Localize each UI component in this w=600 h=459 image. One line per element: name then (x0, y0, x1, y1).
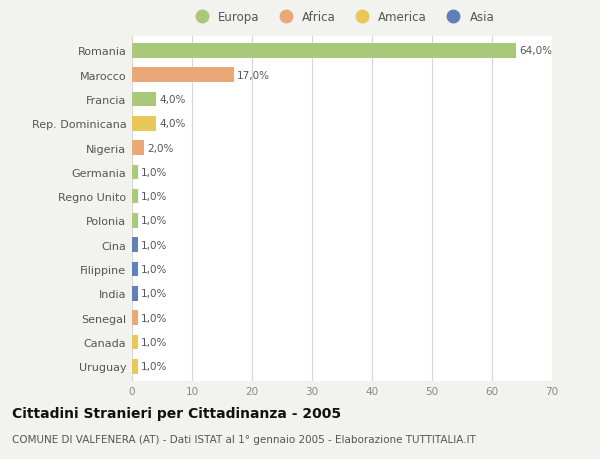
Text: 1,0%: 1,0% (141, 168, 167, 178)
Bar (132, 141, 144, 156)
Bar (132, 214, 138, 228)
Text: Cittadini Stranieri per Cittadinanza - 2005: Cittadini Stranieri per Cittadinanza - 2… (12, 406, 341, 420)
Bar (132, 359, 138, 374)
Bar (132, 44, 516, 59)
Text: 1,0%: 1,0% (141, 313, 167, 323)
Text: 1,0%: 1,0% (141, 361, 167, 371)
Bar (132, 190, 138, 204)
Text: 1,0%: 1,0% (141, 264, 167, 274)
Text: 4,0%: 4,0% (159, 95, 185, 105)
Bar (132, 262, 138, 277)
Bar (132, 335, 138, 349)
Bar (132, 92, 156, 107)
Text: 1,0%: 1,0% (141, 337, 167, 347)
Bar (132, 286, 138, 301)
Legend: Europa, Africa, America, Asia: Europa, Africa, America, Asia (190, 11, 494, 24)
Bar (132, 238, 138, 252)
Text: 1,0%: 1,0% (141, 192, 167, 202)
Text: 17,0%: 17,0% (237, 71, 270, 80)
Text: 4,0%: 4,0% (159, 119, 185, 129)
Text: 64,0%: 64,0% (519, 46, 552, 56)
Text: 1,0%: 1,0% (141, 216, 167, 226)
Text: 1,0%: 1,0% (141, 289, 167, 299)
Bar (132, 68, 234, 83)
Bar (132, 311, 138, 325)
Text: COMUNE DI VALFENERA (AT) - Dati ISTAT al 1° gennaio 2005 - Elaborazione TUTTITAL: COMUNE DI VALFENERA (AT) - Dati ISTAT al… (12, 434, 476, 444)
Bar (132, 165, 138, 180)
Bar (132, 117, 156, 131)
Text: 1,0%: 1,0% (141, 240, 167, 250)
Text: 2,0%: 2,0% (147, 143, 173, 153)
